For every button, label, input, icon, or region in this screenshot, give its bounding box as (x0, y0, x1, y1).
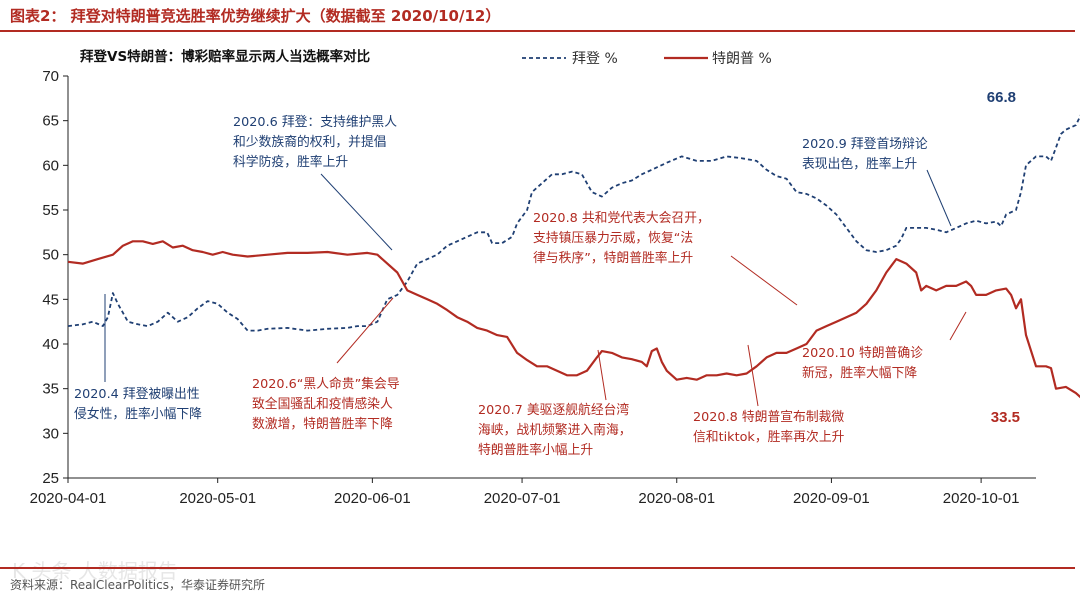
annotation-leader-trump-jun (336, 297, 394, 364)
y-tick-label: 30 (42, 425, 59, 442)
annotation-labels: 66.8 33.5 拜登VS特朗普：博彩赔率显示两人当选概率对比 2020.4 拜登被… (74, 48, 1020, 458)
annotation-line: 信和tiktok，胜率再次上升 (693, 429, 845, 445)
x-tick-label: 2020-04-01 (30, 490, 107, 507)
x-tick-label: 2020-10-01 (943, 490, 1020, 507)
annotation-biden-sep: 2020.9 拜登首场辩论表现出色，胜率上升 (802, 137, 928, 172)
annotation-line: 2020.10 特朗普确诊 (802, 346, 923, 361)
annotation-trump-oct: 2020.10 特朗普确诊新冠，胜率大幅下降 (802, 346, 923, 381)
annotation-line: 2020.6 拜登：支持维护黑人 (233, 115, 397, 130)
annotation-line: 2020.9 拜登首场辩论 (802, 137, 928, 152)
x-tick-label: 2020-08-01 (638, 490, 715, 507)
series-layer (67, 114, 1080, 399)
y-tick-label: 70 (42, 68, 59, 85)
legend: 拜登 % 特朗普 % (522, 51, 772, 67)
annotation-line: 海峡，战机频繁进入南海， (478, 422, 632, 438)
annotation-trump-jul: 2020.7 美驱逐舰航经台湾海峡，战机频繁进入南海， 特朗普胜率小幅上升 (478, 402, 632, 458)
x-tick-label: 2020-09-01 (793, 490, 870, 507)
annotation-leader-trump-aug-rnc (730, 255, 798, 306)
legend-biden-label: 拜登 % (572, 51, 618, 67)
annotation-leader-trump-jul (597, 349, 607, 401)
annotation-biden-apr: 2020.4 拜登被曝出性侵女性，胜率小幅下降 (74, 387, 202, 422)
annotation-line: 和少数族裔的权利，并提倡 (233, 134, 387, 150)
y-tick-label: 25 (42, 470, 59, 487)
annotation-line: 特朗普胜率小幅上升 (478, 442, 593, 458)
annotation-trump-jun: 2020.6“黑人命贵”集会导致全国骚乱和疫情感染人数激增，特朗普胜率下降 (252, 376, 400, 432)
trump-end-label: 33.5 (991, 409, 1020, 426)
annotation-line: 数激增，特朗普胜率下降 (252, 416, 393, 432)
annotation-line: 致全国骚乱和疫情感染人 (252, 396, 393, 412)
annotation-line: 2020.4 拜登被曝出性 (74, 387, 200, 402)
annotation-trump-aug-rnc: 2020.8 共和党代表大会召开， 支持镇压暴力示威，恢复“法律与秩序”，特朗普胜… (533, 211, 710, 266)
annotation-trump-aug-tiktok: 2020.8 特朗普宣布制裁微信和tiktok，胜率再次上升 (693, 409, 845, 445)
annotation-line: 律与秩序”，特朗普胜率上升 (533, 250, 693, 266)
y-tick-label: 60 (42, 157, 59, 174)
y-tick-label: 55 (42, 202, 59, 219)
annotation-leader-trump-oct (949, 311, 967, 341)
source-note: 资料来源：RealClearPolitics，华泰证券研究所 (10, 578, 265, 592)
annotation-line: 支持镇压暴力示威，恢复“法 (533, 231, 693, 246)
annotation-leader-biden-sep (926, 169, 952, 227)
y-tick-label: 50 (42, 247, 59, 264)
annotation-line: 表现出色，胜率上升 (802, 156, 917, 172)
bottom-divider (0, 567, 1075, 569)
y-tick-label: 65 (42, 113, 59, 130)
annotation-leader-trump-aug-tiktok (747, 344, 759, 407)
trump-series-line (67, 240, 1080, 399)
top-divider (0, 30, 1075, 32)
y-tick-label: 45 (42, 291, 59, 308)
x-tick-label: 2020-05-01 (179, 490, 256, 507)
annotation-line: 科学防疫，胜率上升 (233, 154, 348, 170)
annotation-line: 2020.6“黑人命贵”集会导 (252, 376, 400, 392)
x-tick-label: 2020-07-01 (484, 490, 561, 507)
annotation-leaders (104, 169, 967, 407)
axes: 25 30 35 40 45 50 55 60 65 70 2020-04-01 2020-05-01… (30, 68, 1036, 507)
figure-title: 图表2： 拜登对特朗普竞选胜率优势继续扩大（数据截至 2020/10/12） (10, 7, 501, 25)
annotation-line: 2020.7 美驱逐舰航经台湾 (478, 402, 629, 418)
x-tick-label: 2020-06-01 (334, 490, 411, 507)
annotation-leader-biden-jun (320, 173, 393, 251)
legend-trump-label: 特朗普 % (712, 51, 772, 67)
annotation-line: 新冠，胜率大幅下降 (802, 365, 917, 381)
annotation-biden-jun: 2020.6 拜登：支持维护黑人和少数族裔的权利，并提倡科学防疫，胜率上升 (233, 115, 397, 170)
annotation-line: 2020.8 特朗普宣布制裁微 (693, 409, 844, 425)
y-tick-label: 40 (42, 336, 59, 353)
y-tick-label: 35 (42, 381, 59, 398)
annotation-line: 侵女性，胜率小幅下降 (74, 406, 202, 422)
chart-subtitle: 拜登VS特朗普：博彩赔率显示两人当选概率对比 (80, 48, 370, 65)
biden-end-label: 66.8 (987, 89, 1016, 106)
watermark: K 头条 大数据报告 (12, 559, 178, 583)
annotation-line: 2020.8 共和党代表大会召开， (533, 211, 710, 226)
biden-series-line (67, 114, 1080, 332)
